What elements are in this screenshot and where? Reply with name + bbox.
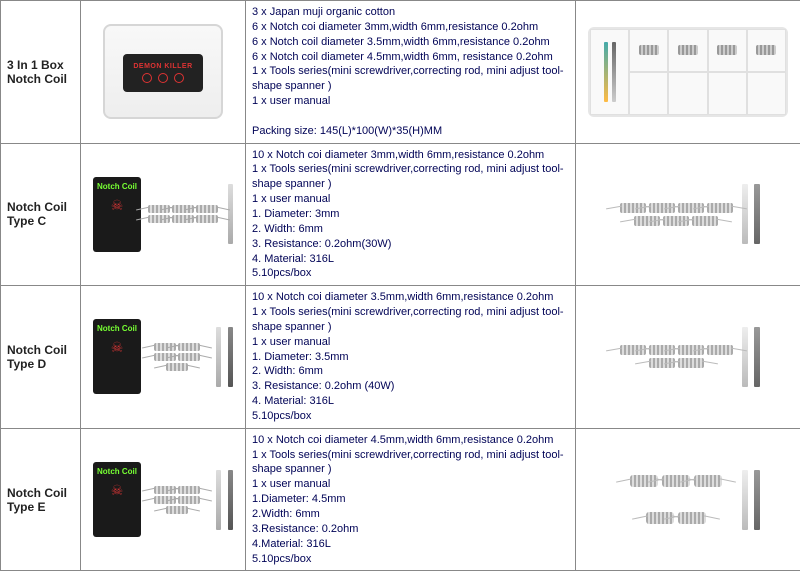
desc-line: 1 x user manual <box>252 335 569 350</box>
package-icons <box>142 73 184 83</box>
product-image-cell: Notch Coil☠ <box>81 428 246 571</box>
table-row: Notch Coil Type E Notch Coil☠ 10 x Notch… <box>1 428 800 571</box>
product-name-cell: Notch Coil Type D <box>1 286 81 429</box>
desc-line: 1 x user manual <box>252 192 569 207</box>
table-row: Notch Coil Type C Notch Coil☠ 10 x Notch… <box>1 143 800 286</box>
card-package-graphic: Notch Coil☠ <box>93 169 233 259</box>
product-contents-cell <box>576 1 800 144</box>
package-box-graphic: DEMON KILLER <box>103 24 223 119</box>
desc-line: 1. Diameter: 3.5mm <box>252 350 569 365</box>
desc-line: 1 x user manual <box>252 94 569 109</box>
table-row: Notch Coil Type D Notch Coil☠ 10 x Notch… <box>1 286 800 429</box>
desc-line: 10 x Notch coi diameter 4.5mm,width 6mm,… <box>252 433 569 448</box>
desc-line: 5.10pcs/box <box>252 552 569 567</box>
open-box-graphic <box>588 27 788 117</box>
desc-line: 4.Material: 316L <box>252 537 569 552</box>
desc-line: 2. Width: 6mm <box>252 222 569 237</box>
product-name-cell: Notch Coil Type C <box>1 143 81 286</box>
desc-line: 5.10pcs/box <box>252 409 569 424</box>
desc-line: 1 x Tools series(mini screwdriver,correc… <box>252 448 569 478</box>
product-image-cell: Notch Coil☠ <box>81 143 246 286</box>
desc-line: 10 x Notch coi diameter 3.5mm,width 6mm,… <box>252 290 569 305</box>
desc-line: 5.10pcs/box <box>252 266 569 281</box>
product-contents-cell <box>576 286 800 429</box>
coils-with-tools-graphic <box>588 314 788 399</box>
product-contents-cell <box>576 428 800 571</box>
desc-line <box>252 109 569 124</box>
desc-line: 4. Material: 316L <box>252 252 569 267</box>
package-brand-text: DEMON KILLER <box>133 63 192 70</box>
desc-line: 3.Resistance: 0.2ohm <box>252 522 569 537</box>
coils-with-tools-graphic <box>588 457 788 542</box>
desc-line: 3. Resistance: 0.2ohm (40W) <box>252 379 569 394</box>
desc-line: 2. Width: 6mm <box>252 364 569 379</box>
product-description-cell: 3 x Japan muji organic cotton 6 x Notch … <box>246 1 576 144</box>
product-image-cell: DEMON KILLER <box>81 1 246 144</box>
desc-line: 3 x Japan muji organic cotton <box>252 5 569 20</box>
desc-line: 1. Diameter: 3mm <box>252 207 569 222</box>
card-package-graphic: Notch Coil☠ <box>93 312 233 402</box>
product-description-cell: 10 x Notch coi diameter 3.5mm,width 6mm,… <box>246 286 576 429</box>
product-contents-cell <box>576 143 800 286</box>
product-description-cell: 10 x Notch coi diameter 4.5mm,width 6mm,… <box>246 428 576 571</box>
product-name-cell: Notch Coil Type E <box>1 428 81 571</box>
product-spec-table: 3 In 1 Box Notch Coil DEMON KILLER 3 x J… <box>0 0 800 571</box>
desc-line: 1 x user manual <box>252 477 569 492</box>
desc-line: 1 x Tools series(mini screwdriver,correc… <box>252 305 569 335</box>
desc-line: 1 x Tools series(mini screwdriver,correc… <box>252 162 569 192</box>
product-image-cell: Notch Coil☠ <box>81 286 246 429</box>
desc-line: 6 x Notch coil diameter 3.5mm,width 6mm,… <box>252 35 569 50</box>
desc-line: 1 x Tools series(mini screwdriver,correc… <box>252 64 569 94</box>
desc-line: 6 x Notch coil diameter 4.5mm,width 6mm,… <box>252 50 569 65</box>
desc-line: Packing size: 145(L)*100(W)*35(H)MM <box>252 124 569 139</box>
desc-line: 10 x Notch coi diameter 3mm,width 6mm,re… <box>252 148 569 163</box>
product-name-cell: 3 In 1 Box Notch Coil <box>1 1 81 144</box>
package-label-graphic: DEMON KILLER <box>123 54 203 92</box>
product-description-cell: 10 x Notch coi diameter 3mm,width 6mm,re… <box>246 143 576 286</box>
desc-line: 6 x Notch coi diameter 3mm,width 6mm,res… <box>252 20 569 35</box>
desc-line: 4. Material: 316L <box>252 394 569 409</box>
desc-line: 3. Resistance: 0.2ohm(30W) <box>252 237 569 252</box>
coils-with-tools-graphic <box>588 172 788 257</box>
table-row: 3 In 1 Box Notch Coil DEMON KILLER 3 x J… <box>1 1 800 144</box>
desc-line: 1.Diameter: 4.5mm <box>252 492 569 507</box>
desc-line: 2.Width: 6mm <box>252 507 569 522</box>
card-package-graphic: Notch Coil☠ <box>93 455 233 545</box>
